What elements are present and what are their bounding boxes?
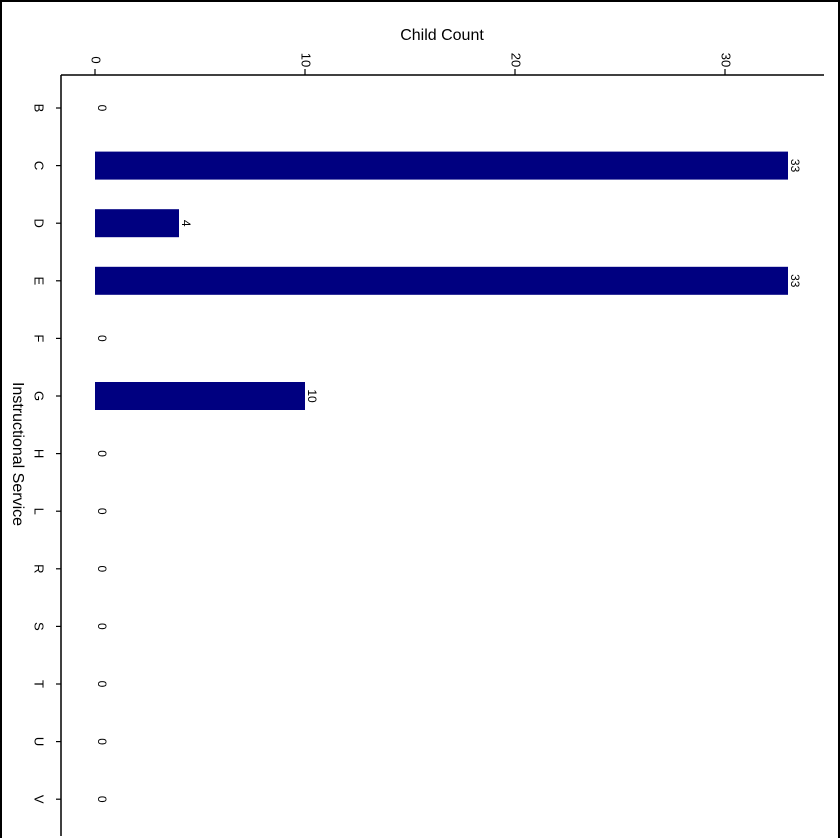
category-label-g: G [32,391,47,401]
category-group: B C D E F G H L R S T U V [32,104,61,804]
category-label-v: V [32,795,47,804]
category-label-l: L [32,508,47,515]
category-label-r: R [32,564,47,573]
value-label-h: 0 [95,450,109,457]
category-label-b: B [32,104,47,113]
value-label-d: 4 [179,220,193,227]
bar-group: 0 33 4 33 0 10 0 0 0 0 0 0 0 [95,105,802,803]
value-label-c: 33 [788,159,802,173]
y-axis-title: Instructional Service [9,382,26,526]
value-label-t: 0 [95,681,109,688]
bar-d [95,209,179,238]
category-label-e: E [32,276,47,285]
bar-c [95,151,788,180]
value-label-r: 0 [95,565,109,572]
x-tick-group: 0 10 20 30 [89,53,734,75]
value-label-l: 0 [95,508,109,515]
x-tick-label: 20 [509,53,524,67]
value-label-v: 0 [95,796,109,803]
category-label-u: U [32,737,47,746]
x-axis-title: Child Count [400,27,484,44]
x-tick-label: 10 [299,53,314,67]
value-label-f: 0 [95,335,109,342]
x-tick-label: 30 [719,53,734,67]
bar-g [95,382,305,410]
value-label-s: 0 [95,623,109,630]
category-label-d: D [32,219,47,228]
x-tick-label: 0 [89,56,104,63]
category-label-t: T [32,680,47,688]
category-label-s: S [32,622,47,631]
value-label-e: 33 [788,274,802,288]
category-label-f: F [32,334,47,342]
category-label-h: H [32,449,47,458]
bar-e [95,266,788,295]
value-label-b: 0 [95,105,109,112]
value-label-u: 0 [95,738,109,745]
category-label-c: C [32,161,47,170]
value-label-g: 10 [305,389,319,403]
